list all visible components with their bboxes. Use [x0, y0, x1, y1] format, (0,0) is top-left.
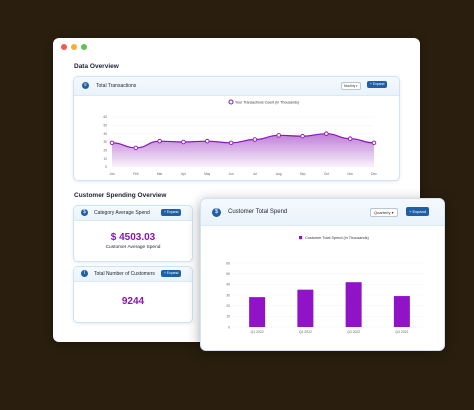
y-tick-label: 20: [226, 304, 230, 308]
card-header: [74, 77, 399, 96]
bar: [249, 297, 266, 327]
data-point: [252, 137, 258, 142]
period-value: Quarterly: [374, 210, 391, 215]
x-tick-label: Jun: [229, 172, 234, 176]
data-point: [276, 133, 281, 138]
x-tick-label: Dec: [371, 172, 377, 176]
y-tick-label: 30: [226, 293, 230, 297]
dashboard-window: Data Overview ≡ Total Transactions Month…: [53, 38, 420, 342]
customers-title: Total Number of Customers: [94, 271, 155, 277]
expand-button[interactable]: + Expand: [406, 207, 430, 216]
y-tick-label: 40: [226, 283, 230, 287]
legend-label: Customer Total Spend (in Thousands): [305, 236, 370, 240]
avg-spend-label: Customer Average Spend: [105, 245, 161, 250]
legend-label: Your Transactions Count (in Thousands): [235, 100, 299, 104]
legend-marker: [228, 99, 234, 105]
total-spend-card: $ Customer Total Spend Quarterly ▾ + Exp…: [200, 198, 445, 351]
transactions-title: Total Transactions: [96, 83, 137, 89]
x-tick-label: Jan: [109, 172, 114, 176]
x-tick-label: Feb: [133, 172, 139, 176]
avg-spend-value: $ 4503.03: [110, 232, 156, 243]
avg-spend-title: Category Average Spend: [94, 210, 150, 216]
transactions-chart: Your Transactions Count (in Thousands) 0 1…: [103, 99, 377, 176]
x-tick-label: Aug: [276, 172, 282, 176]
minimize-dot[interactable]: [71, 44, 77, 50]
customers-icon: i: [81, 270, 88, 277]
y-tick-label: 10: [103, 157, 107, 161]
total-spend-icon: $: [212, 208, 221, 217]
total-spend-title: Customer Total Spend: [228, 209, 288, 215]
x-tick-label: Mar: [157, 172, 163, 176]
total-spend-chart: Customer Total Spend (in Thousands) 0 10 20…: [226, 236, 426, 334]
y-tick-label: 0: [228, 325, 230, 329]
x-tick-label: Jul: [253, 172, 257, 176]
period-value: Monthly: [344, 84, 356, 88]
legend-marker: [299, 236, 303, 240]
y-tick-label: 60: [103, 115, 107, 119]
data-point: [300, 133, 305, 139]
y-tick-label: 40: [103, 132, 107, 136]
x-tick-label: Nov: [347, 172, 353, 176]
y-tick-label: 0: [105, 165, 107, 169]
data-point: [324, 131, 329, 136]
expand-button[interactable]: + Expand: [161, 209, 182, 216]
card-header: [201, 199, 444, 226]
spending-overview-title: Customer Spending Overview: [74, 192, 167, 199]
data-point: [371, 140, 377, 146]
series-area: [112, 133, 374, 167]
transactions-card: ≡ Total Transactions Monthly ▾ + Expand …: [73, 76, 400, 181]
x-tick-label: Q3 2022: [347, 330, 360, 334]
customers-card: i Total Number of Customers + Expand 924…: [73, 266, 193, 323]
y-tick-label: 30: [103, 140, 107, 144]
avg-spend-icon: $: [81, 209, 88, 216]
data-point: [181, 139, 186, 145]
bar: [297, 289, 314, 327]
x-tick-label: Oct: [324, 172, 329, 176]
series-line: [111, 133, 375, 149]
data-point: [205, 138, 210, 144]
expand-button[interactable]: + Expand: [161, 270, 182, 277]
x-tick-label: May: [204, 172, 210, 176]
expand-button[interactable]: + Expand: [367, 81, 388, 88]
data-point: [109, 140, 115, 146]
y-tick-label: 50: [226, 272, 230, 276]
transactions-icon: ≡: [82, 82, 89, 89]
period-select[interactable]: Quarterly ▾: [370, 208, 398, 217]
maximize-dot[interactable]: [81, 44, 87, 50]
bar: [393, 296, 410, 327]
y-tick-label: 50: [103, 124, 107, 128]
x-tick-label: Q2 2022: [299, 330, 312, 334]
x-tick-label: Q1 2022: [251, 330, 264, 334]
data-point: [228, 140, 234, 146]
period-select[interactable]: Monthly ▾: [341, 82, 361, 90]
y-tick-label: 20: [103, 149, 107, 153]
y-tick-label: 60: [226, 261, 230, 265]
data-point: [133, 145, 139, 151]
customers-value: 9244: [121, 296, 145, 307]
data-overview-title: Data Overview: [74, 63, 119, 70]
window-controls: [61, 44, 87, 50]
close-dot[interactable]: [61, 44, 67, 50]
x-tick-label: Apr: [181, 172, 187, 176]
x-tick-label: Q4 2022: [395, 330, 408, 334]
bar: [345, 282, 362, 327]
data-point: [347, 136, 353, 141]
x-tick-label: Sep: [300, 172, 306, 176]
y-tick-label: 10: [226, 315, 230, 319]
data-point: [157, 138, 162, 144]
avg-spend-card: $ Category Average Spend + Expand $ 4503…: [73, 205, 193, 262]
